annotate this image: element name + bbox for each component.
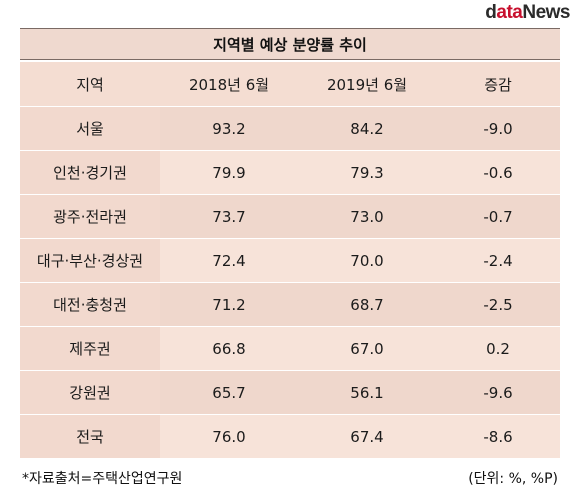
cell-region: 강원권 xyxy=(20,370,160,415)
cell-change: -0.6 xyxy=(436,150,560,195)
cell-2019: 79.3 xyxy=(298,150,436,195)
table-row: 광주·전라권 73.7 73.0 -0.7 xyxy=(20,194,560,239)
header-2018-june: 2018년 6월 xyxy=(160,62,298,107)
cell-change: -9.6 xyxy=(436,370,560,415)
cell-2018: 71.2 xyxy=(160,282,298,327)
datanews-logo: dataNews xyxy=(485,2,570,24)
logo-part-d: d xyxy=(485,2,497,23)
logo-part-ata: ata xyxy=(496,2,523,23)
table-row: 대구·부산·경상권 72.4 70.0 -2.4 xyxy=(20,238,560,283)
cell-region: 제주권 xyxy=(20,326,160,371)
cell-2018: 66.8 xyxy=(160,326,298,371)
cell-2019: 56.1 xyxy=(298,370,436,415)
cell-2019: 68.7 xyxy=(298,282,436,327)
cell-change: -2.5 xyxy=(436,282,560,327)
cell-change: -9.0 xyxy=(436,106,560,151)
cell-2019: 84.2 xyxy=(298,106,436,151)
sales-rate-table: 지역 2018년 6월 2019년 6월 증감 서울 93.2 84.2 -9.… xyxy=(20,62,560,459)
cell-2019: 67.4 xyxy=(298,414,436,459)
table-row: 인천·경기권 79.9 79.3 -0.6 xyxy=(20,150,560,195)
cell-region: 대전·충청권 xyxy=(20,282,160,327)
table-row: 강원권 65.7 56.1 -9.6 xyxy=(20,370,560,415)
table-row: 전국 76.0 67.4 -8.6 xyxy=(20,414,560,459)
header-2019-june: 2019년 6월 xyxy=(298,62,436,107)
cell-2018: 79.9 xyxy=(160,150,298,195)
table-row: 대전·충청권 71.2 68.7 -2.5 xyxy=(20,282,560,327)
table-header-row: 지역 2018년 6월 2019년 6월 증감 xyxy=(20,62,560,107)
cell-change: 0.2 xyxy=(436,326,560,371)
cell-region: 광주·전라권 xyxy=(20,194,160,239)
unit-note: (단위: %, %P) xyxy=(468,471,558,487)
cell-2019: 73.0 xyxy=(298,194,436,239)
source-note: *자료출처=주택산업연구원 xyxy=(22,471,183,487)
header-change: 증감 xyxy=(436,62,560,107)
cell-2018: 65.7 xyxy=(160,370,298,415)
header-region: 지역 xyxy=(20,62,160,107)
table-footer: *자료출처=주택산업연구원 (단위: %, %P) xyxy=(22,466,558,490)
table-row: 서울 93.2 84.2 -9.0 xyxy=(20,106,560,151)
table-title: 지역별 예상 분양률 추이 xyxy=(20,28,560,60)
cell-2018: 72.4 xyxy=(160,238,298,283)
table-row: 제주권 66.8 67.0 0.2 xyxy=(20,326,560,371)
cell-change: -0.7 xyxy=(436,194,560,239)
cell-region: 서울 xyxy=(20,106,160,151)
cell-2018: 73.7 xyxy=(160,194,298,239)
cell-2018: 93.2 xyxy=(160,106,298,151)
cell-change: -8.6 xyxy=(436,414,560,459)
cell-region: 인천·경기권 xyxy=(20,150,160,195)
cell-2019: 70.0 xyxy=(298,238,436,283)
cell-region: 전국 xyxy=(20,414,160,459)
cell-change: -2.4 xyxy=(436,238,560,283)
cell-region: 대구·부산·경상권 xyxy=(20,238,160,283)
cell-2018: 76.0 xyxy=(160,414,298,459)
logo-part-news: News xyxy=(522,2,570,23)
cell-2019: 67.0 xyxy=(298,326,436,371)
